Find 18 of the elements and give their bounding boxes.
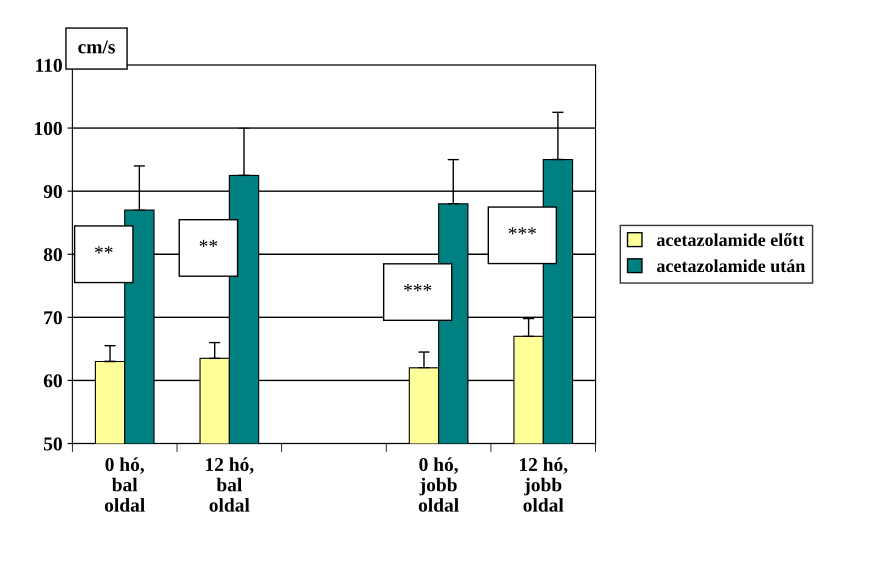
x-tick-label: 0 hó, bal oldal [104,457,145,512]
x-tick-label: 12 hó, jobb oldal [520,457,568,512]
y-tick-label: 90 [44,184,62,198]
annotation: ** [94,246,113,254]
y-tick-label: 70 [44,311,62,324]
y-tick-label: 60 [44,374,62,388]
legend-label: acetazolamide után [656,259,806,272]
annotation: ** [200,240,218,248]
annotation: *** [508,227,536,234]
y-tick-label: 110 [36,58,62,72]
y-tick-label: 100 [35,122,62,136]
x-tick-label: 12 hó, bal oldal [206,457,254,512]
x-tick-label: 0 hó, jobb oldal [418,457,459,512]
annotation: *** [404,284,432,292]
legend-label: acetazolamide előtt [656,233,804,246]
y-axis-title: cm/s [78,40,115,54]
y-tick-label: 80 [44,248,62,262]
y-tick-label: 50 [44,437,62,450]
